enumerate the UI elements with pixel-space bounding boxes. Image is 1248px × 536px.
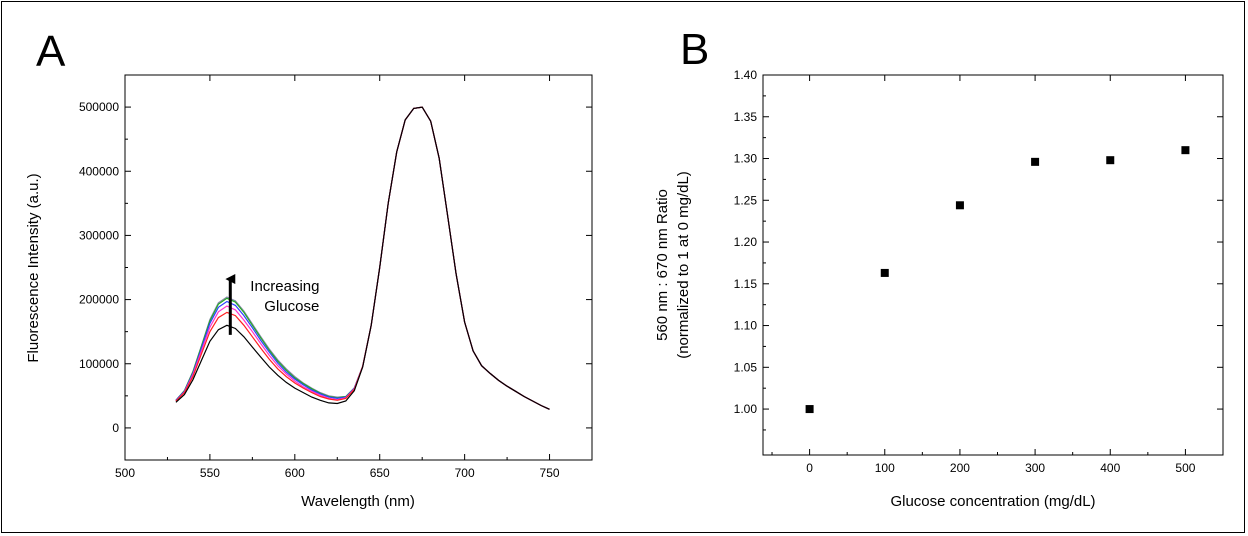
panel-b-x-axis-label: Glucose concentration (mg/dL) — [890, 493, 1095, 510]
y-tick-label: 1.20 — [734, 235, 758, 249]
panel-b: B 0 100 200 300 400 500 1.00 1.05 1.10 1.15 1.20 1.… — [654, 25, 1224, 510]
panel-b-axes: 0 100 200 300 400 500 1.00 1.05 1.10 1.15 1.20 1.25… — [734, 68, 1223, 475]
y-tick-label: 1.30 — [734, 152, 758, 166]
x-tick-label: 550 — [200, 466, 220, 480]
y-tick-label: 500000 — [79, 100, 119, 114]
annotation-increasing: Increasing — [250, 278, 319, 295]
y-tick-label: 200000 — [79, 293, 119, 307]
x-tick-label: 750 — [540, 466, 560, 480]
y-tick-label: 1.00 — [734, 402, 758, 416]
y-tick-label: 100000 — [79, 357, 119, 371]
y-tick-label: 1.15 — [734, 277, 758, 291]
panel-a: A 500 550 600 650 700 750 0 100000 200000 300000 4… — [25, 27, 593, 510]
data-point — [1106, 156, 1115, 165]
y-tick-label: 1.35 — [734, 110, 758, 124]
y-tick-label: 1.40 — [734, 68, 758, 82]
panel-b-plot-frame — [762, 74, 1224, 456]
x-tick-label: 500 — [1175, 461, 1195, 475]
y-tick-label: 300000 — [79, 228, 119, 242]
panel-a-plot-frame — [124, 74, 593, 461]
panel-a-y-axis-label: Fluorescence Intensity (a.u.) — [25, 173, 42, 362]
x-tick-label: 200 — [950, 461, 970, 475]
data-point — [805, 405, 814, 414]
panel-a-curves — [175, 106, 550, 410]
y-tick-label: 0 — [112, 421, 119, 435]
x-tick-label: 700 — [455, 466, 475, 480]
x-tick-label: 600 — [285, 466, 305, 480]
x-tick-label: 0 — [806, 461, 813, 475]
x-tick-label: 500 — [115, 466, 135, 480]
panel-b-y-axis-label-line2: (normalized to 1 at 0 mg/dL) — [675, 171, 692, 359]
panel-a-axes: 500 550 600 650 700 750 0 100000 200000 300000 400… — [79, 75, 592, 480]
x-tick-label: 100 — [875, 461, 895, 475]
panel-b-points — [805, 146, 1190, 414]
data-point — [955, 201, 964, 210]
spectrum-line-0 — [175, 106, 550, 410]
y-tick-label: 1.25 — [734, 193, 758, 207]
y-tick-label: 1.05 — [734, 360, 758, 374]
x-tick-label: 650 — [370, 466, 390, 480]
panel-a-letter: A — [36, 27, 66, 76]
annotation-glucose: Glucose — [264, 298, 319, 315]
x-tick-label: 300 — [1025, 461, 1045, 475]
data-point — [1181, 146, 1190, 155]
x-tick-label: 400 — [1100, 461, 1120, 475]
panel-b-letter: B — [680, 25, 709, 74]
data-point — [1031, 157, 1040, 166]
panel-b-y-axis-label-line1: 560 nm : 670 nm Ratio — [654, 189, 671, 341]
panel-a-x-axis-label: Wavelength (nm) — [301, 493, 415, 510]
y-tick-label: 400000 — [79, 164, 119, 178]
y-tick-label: 1.10 — [734, 319, 758, 333]
spectrum-line-1 — [175, 106, 550, 410]
data-point — [880, 268, 889, 277]
